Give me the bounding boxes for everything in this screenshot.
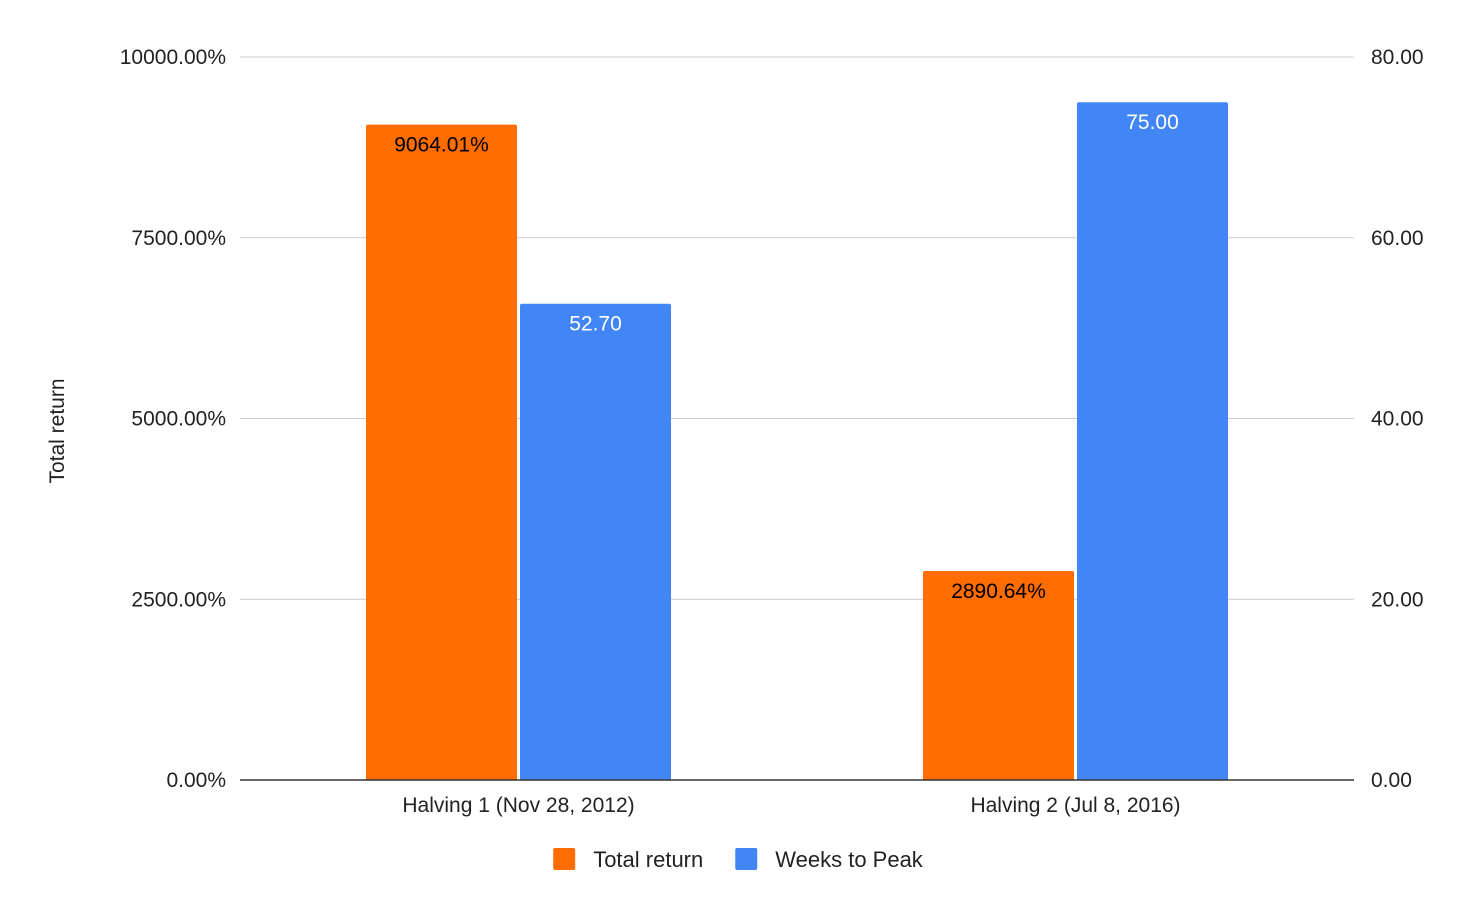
- left-axis-ticks: 0.00% 2500.00% 5000.00% 7500.00% 10000.00%: [120, 46, 226, 792]
- right-axis-ticks: 0.00 20.00 40.00 60.00 80.00: [1371, 46, 1424, 792]
- left-axis-tick-label: 2500.00%: [131, 588, 226, 611]
- left-axis-tick-label: 0.00%: [166, 769, 226, 792]
- bars: [366, 102, 1228, 781]
- bar-weeks-to-peak: [520, 303, 671, 780]
- left-axis-tick-label: 7500.00%: [131, 227, 226, 250]
- right-axis-tick-label: 20.00: [1371, 588, 1424, 611]
- x-category-label: Halving 1 (Nov 28, 2012): [402, 794, 634, 817]
- right-axis-tick-label: 40.00: [1371, 408, 1424, 431]
- category-labels: Halving 1 (Nov 28, 2012) Halving 2 (Jul 8…: [402, 794, 1180, 817]
- bar-label-total-return: 2890.64%: [951, 580, 1046, 603]
- x-category-label: Halving 2 (Jul 8, 2016): [970, 794, 1180, 817]
- legend-swatch-total-return: [553, 848, 576, 870]
- bar-total-return: [366, 124, 517, 781]
- bar-total-return: [923, 571, 1074, 780]
- bar-label-total-return: 9064.01%: [394, 134, 489, 157]
- legend-label-weeks-to-peak: Weeks to Peak: [775, 847, 924, 872]
- bar-label-weeks-to-peak: 52.70: [569, 313, 622, 336]
- legend: Total return Weeks to Peak: [553, 847, 924, 872]
- bar-label-weeks-to-peak: 75.00: [1126, 111, 1179, 134]
- right-axis-tick-label: 0.00: [1371, 769, 1412, 792]
- y-axis-title: Total return: [46, 378, 69, 483]
- bar-data-labels: 9064.01% 52.70 2890.64% 75.00: [394, 111, 1179, 603]
- legend-label-total-return: Total return: [593, 847, 703, 872]
- right-axis-tick-label: 60.00: [1371, 227, 1424, 250]
- left-axis-tick-label: 10000.00%: [120, 46, 226, 69]
- legend-swatch-weeks-to-peak: [735, 848, 758, 870]
- left-axis-tick-label: 5000.00%: [131, 408, 226, 431]
- right-axis-tick-label: 80.00: [1371, 46, 1424, 69]
- bar-weeks-to-peak: [1077, 102, 1228, 780]
